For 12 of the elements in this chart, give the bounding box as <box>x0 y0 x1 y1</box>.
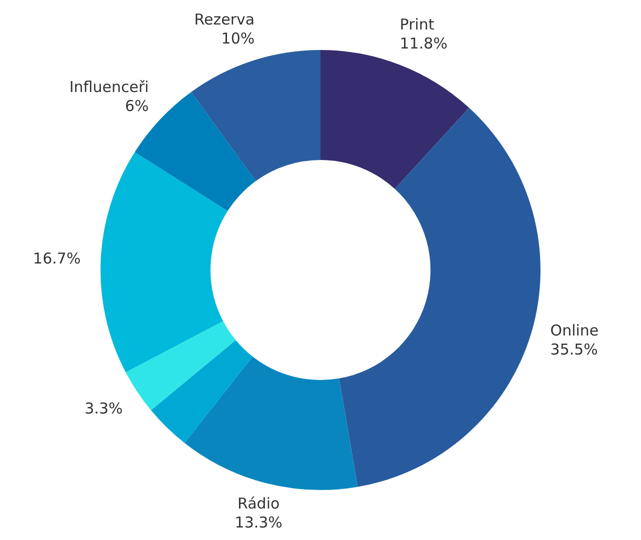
slice-label: Influenceři <box>69 78 149 96</box>
data-label: 16.7% <box>33 250 81 268</box>
slice-label: Online <box>550 321 599 340</box>
data-label: 11.8% <box>400 34 448 53</box>
slice-label: Rezerva <box>194 10 255 29</box>
slice-label: Print <box>400 16 434 34</box>
slice-label: Rádio <box>238 494 280 513</box>
data-label: 6% <box>125 96 149 115</box>
data-label: 13.3% <box>234 514 282 532</box>
data-label: 35.5% <box>550 340 598 358</box>
data-label: 10% <box>221 30 255 48</box>
data-label: 3.3% <box>84 400 123 418</box>
